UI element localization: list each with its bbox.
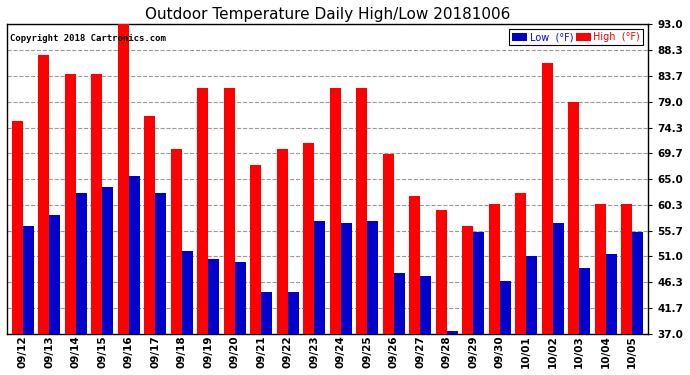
Bar — [262, 292, 273, 334]
Bar — [409, 196, 420, 334]
Bar — [473, 232, 484, 334]
Bar — [526, 256, 538, 334]
Bar — [568, 102, 579, 334]
Bar — [303, 143, 314, 334]
Bar — [129, 176, 140, 334]
Bar — [606, 254, 617, 334]
Bar — [553, 224, 564, 334]
Bar — [621, 204, 632, 334]
Bar — [515, 193, 526, 334]
Bar — [356, 88, 367, 334]
Bar — [579, 267, 590, 334]
Bar — [341, 224, 352, 334]
Bar — [250, 165, 262, 334]
Bar — [382, 154, 394, 334]
Bar — [144, 116, 155, 334]
Bar — [489, 204, 500, 334]
Bar — [288, 292, 299, 334]
Bar — [12, 121, 23, 334]
Title: Outdoor Temperature Daily High/Low 20181006: Outdoor Temperature Daily High/Low 20181… — [145, 7, 510, 22]
Legend: Low  (°F), High  (°F): Low (°F), High (°F) — [509, 29, 643, 45]
Bar — [462, 226, 473, 334]
Bar — [49, 215, 61, 334]
Bar — [314, 220, 326, 334]
Bar — [224, 88, 235, 334]
Bar — [367, 220, 378, 334]
Bar — [118, 24, 129, 334]
Bar — [595, 204, 606, 334]
Bar — [420, 276, 431, 334]
Bar — [65, 74, 76, 334]
Bar — [500, 281, 511, 334]
Bar — [394, 273, 405, 334]
Bar — [435, 210, 446, 334]
Bar — [76, 193, 87, 334]
Bar — [235, 262, 246, 334]
Text: Copyright 2018 Cartronics.com: Copyright 2018 Cartronics.com — [10, 34, 166, 43]
Bar — [38, 55, 49, 334]
Bar — [208, 259, 219, 334]
Bar — [197, 88, 208, 334]
Bar — [181, 251, 193, 334]
Bar — [91, 74, 102, 334]
Bar — [446, 331, 458, 334]
Bar — [330, 88, 341, 334]
Bar — [23, 226, 34, 334]
Bar — [102, 188, 113, 334]
Bar — [632, 232, 643, 334]
Bar — [155, 193, 166, 334]
Bar — [542, 63, 553, 334]
Bar — [170, 149, 181, 334]
Bar — [277, 149, 288, 334]
